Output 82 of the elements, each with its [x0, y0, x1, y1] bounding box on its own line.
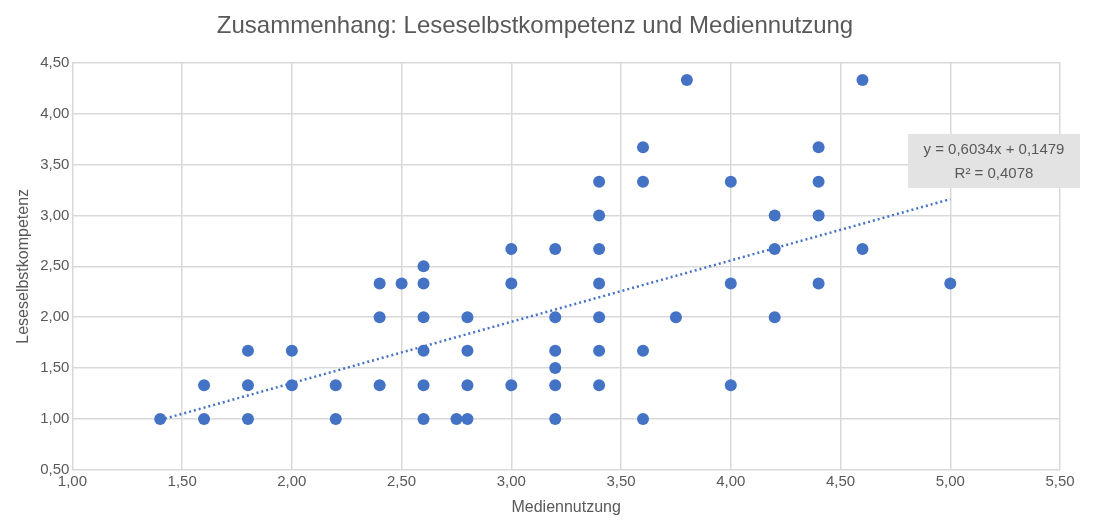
point	[461, 344, 474, 357]
x-tick-label: 4,50	[825, 471, 856, 489]
point	[373, 277, 386, 290]
point	[395, 277, 408, 290]
point	[549, 412, 562, 425]
y-tick-label: 4,50	[40, 52, 70, 70]
x-tick-label: 5,50	[1045, 471, 1075, 489]
point	[812, 175, 825, 188]
point	[417, 412, 430, 425]
point	[505, 243, 518, 255]
point	[373, 379, 386, 392]
point	[154, 412, 167, 425]
point	[285, 344, 298, 357]
point	[637, 344, 650, 357]
point	[198, 412, 211, 425]
point	[812, 141, 825, 154]
point	[198, 379, 211, 392]
point	[505, 379, 518, 392]
annotation: y = 0,6034x + 0,1479	[922, 139, 1066, 159]
x-axis-title: Mediennutzung	[511, 497, 621, 515]
point	[724, 379, 737, 392]
y-tick-label: 2,50	[40, 256, 70, 274]
x-tick-label: 1,50	[167, 471, 197, 489]
point	[417, 311, 430, 324]
point	[549, 243, 562, 255]
point	[593, 379, 606, 392]
y-tick-label: 1,00	[40, 409, 70, 427]
point	[856, 243, 869, 255]
point	[812, 209, 825, 222]
y-tick-label: 1,50	[40, 358, 70, 376]
point	[549, 379, 562, 392]
y-axis-title: Leseselbstkompetenz	[14, 188, 32, 344]
x-tick-label: 2,00	[277, 471, 307, 489]
x-tick-label: 2,50	[386, 471, 417, 489]
x-tick-label: 4,00	[716, 471, 746, 489]
point	[768, 243, 781, 255]
point	[593, 344, 606, 357]
point	[637, 141, 650, 154]
point	[505, 277, 518, 290]
point	[549, 311, 562, 324]
point	[724, 277, 737, 290]
point	[856, 74, 869, 87]
point	[812, 277, 825, 290]
point	[768, 209, 781, 222]
point	[241, 379, 254, 392]
x-tick-label: 5,00	[935, 471, 965, 489]
annotation: R² = 0,4078	[953, 163, 1035, 183]
y-tick-label: 3,00	[40, 205, 70, 223]
point	[417, 379, 430, 392]
point	[461, 311, 474, 324]
point	[461, 379, 474, 392]
point	[593, 311, 606, 324]
point	[329, 412, 342, 425]
point	[593, 175, 606, 188]
chart-title: Zusammenhang: Leseselbstkompetenz und Mediennutzung	[216, 11, 854, 39]
point	[241, 412, 254, 425]
point	[549, 344, 562, 357]
point	[549, 362, 562, 375]
point	[593, 243, 606, 255]
point	[724, 175, 737, 188]
point	[637, 175, 650, 188]
point	[417, 344, 430, 357]
point	[329, 379, 342, 392]
x-tick-label: 3,00	[496, 471, 526, 489]
point	[450, 412, 463, 425]
point	[669, 311, 682, 324]
point	[285, 379, 298, 392]
y-tick-label: 4,00	[40, 103, 70, 121]
point	[241, 344, 254, 357]
point	[944, 277, 957, 290]
point	[417, 260, 430, 273]
point	[768, 311, 781, 324]
point	[593, 209, 606, 222]
x-tick-label: 3,50	[606, 471, 636, 489]
point	[373, 311, 386, 324]
y-tick-label: 2,00	[40, 307, 70, 325]
point	[637, 412, 650, 425]
point	[461, 412, 474, 425]
point	[593, 277, 606, 290]
point	[417, 277, 430, 290]
y-tick-label: 3,50	[40, 154, 70, 172]
point	[680, 74, 693, 87]
